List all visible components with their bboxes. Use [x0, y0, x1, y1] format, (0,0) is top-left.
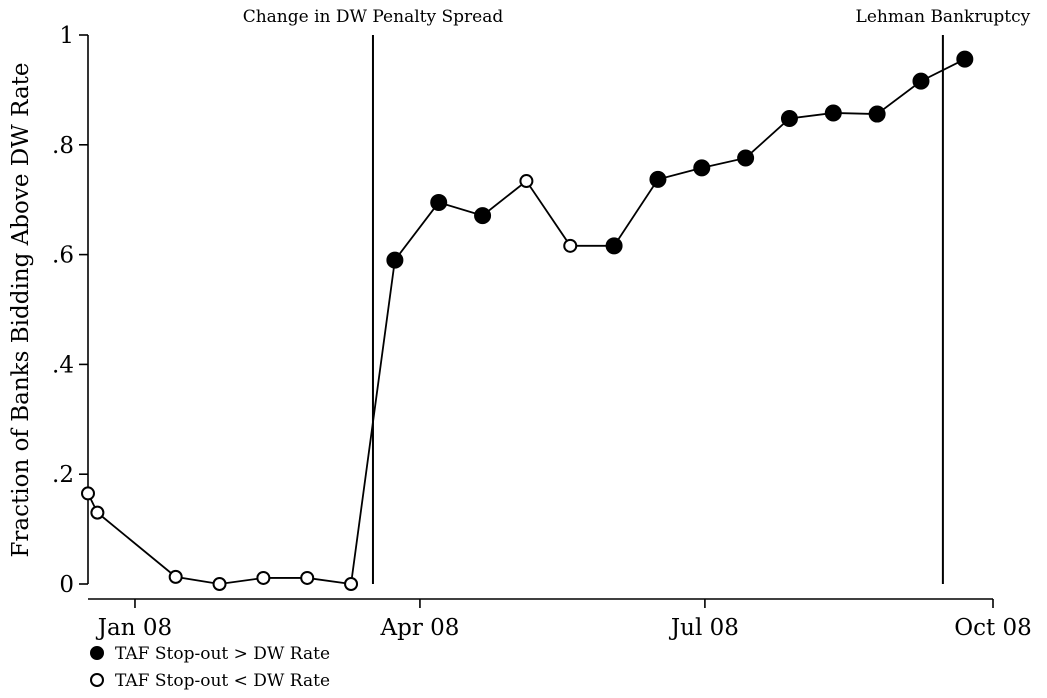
- series-line: [87, 58, 966, 586]
- data-point-open: [212, 577, 227, 591]
- x-tick-label: Jul 08: [669, 615, 739, 641]
- data-point-filled: [737, 149, 755, 167]
- x-tick-label: Apr 08: [379, 615, 459, 641]
- y-tick-label: .6: [52, 243, 74, 269]
- x-tick-label: Jan 08: [96, 615, 172, 641]
- data-point-filled: [912, 72, 930, 90]
- data-point-filled: [693, 159, 711, 177]
- data-point-open: [81, 486, 95, 501]
- data-point-open: [300, 570, 315, 585]
- data-point-filled: [780, 109, 798, 127]
- series: [81, 50, 974, 591]
- legend-label: TAF Stop-out < DW Rate: [115, 671, 330, 691]
- axes: 0 .2 .4 .6 .8 1 Jan 08 Apr 08 Jul 08 Oct 08: [52, 23, 1032, 641]
- legend-marker-filled: [90, 646, 104, 660]
- y-axis-label: Fraction of Banks Bidding Above DW Rate: [8, 62, 34, 557]
- event-line-label: Lehman Bankruptcy: [856, 7, 1031, 27]
- data-point-filled: [824, 104, 842, 122]
- data-point-open: [563, 238, 578, 253]
- vertical-lines: Change in DW Penalty Spread Lehman Bankru…: [243, 7, 1031, 584]
- legend-label: TAF Stop-out > DW Rate: [115, 644, 330, 664]
- data-point-filled: [430, 193, 448, 211]
- y-tick-label: 1: [59, 23, 74, 49]
- data-point-filled: [649, 170, 667, 188]
- data-point-open: [256, 570, 271, 585]
- data-point-open: [519, 174, 534, 189]
- data-point-filled: [956, 50, 974, 68]
- y-tick-label: 0: [59, 572, 74, 598]
- y-tick-label: .8: [52, 133, 74, 159]
- y-tick-label: .2: [52, 462, 74, 488]
- data-point-open: [168, 569, 183, 584]
- data-point-filled: [605, 237, 623, 255]
- x-tick-label: Oct 08: [954, 615, 1032, 641]
- data-point-open: [90, 505, 105, 520]
- legend: TAF Stop-out > DW Rate TAF Stop-out < DW …: [90, 644, 330, 691]
- y-tick-label: .4: [52, 352, 74, 378]
- data-point-filled: [868, 105, 886, 123]
- data-point-open: [344, 577, 359, 591]
- data-point-filled: [474, 207, 492, 225]
- event-line-label: Change in DW Penalty Spread: [243, 7, 504, 27]
- legend-marker-open: [90, 673, 104, 687]
- data-point-filled: [386, 251, 404, 269]
